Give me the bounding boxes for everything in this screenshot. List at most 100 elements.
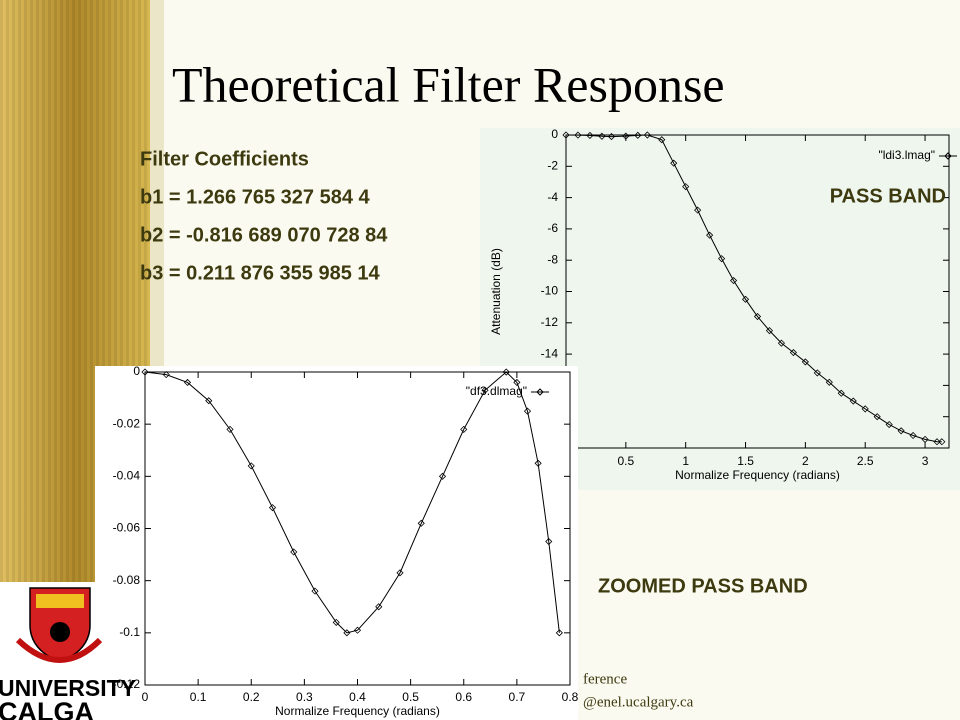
legend-marker (536, 388, 544, 396)
coefficient: b1 = 1.266 765 327 584 4 (140, 186, 371, 208)
data-point (205, 397, 213, 405)
data-point (607, 132, 616, 141)
data-point (247, 462, 255, 470)
data-point (765, 327, 774, 335)
data-point (460, 425, 468, 433)
data-point (562, 131, 570, 139)
y-tick-label: -0.12 (113, 677, 141, 691)
data-point (801, 358, 809, 366)
data-point (741, 295, 750, 303)
data-point (670, 159, 678, 167)
y-axis-label: Attenuation (dB) (489, 248, 503, 335)
x-tick-label: 2.5 (857, 454, 874, 468)
series-line (565, 134, 942, 443)
data-point (718, 255, 726, 263)
logo-emblem (50, 622, 70, 642)
data-point (682, 183, 690, 191)
data-point (545, 537, 553, 546)
data-point (332, 618, 340, 626)
logo-text: UNIVERSITY (0, 675, 136, 701)
y-tick-label: -4 (547, 190, 558, 204)
footer-text: ference (583, 671, 627, 687)
data-point (837, 389, 845, 397)
x-tick-label: 0.1 (190, 690, 207, 704)
data-point (162, 371, 170, 379)
logo-text: CALGA (0, 697, 94, 720)
chart: 0-0.02-0.04-0.06-0.08-0.1-0.120 0.1 0.2 0.3… (95, 364, 579, 720)
data-point (658, 136, 666, 144)
x-tick-label: 1.5 (737, 454, 754, 468)
legend-label: "ldi3.lmag" (878, 148, 935, 162)
data-point (141, 368, 149, 376)
series-line (144, 371, 560, 634)
data-point (706, 231, 714, 239)
x-tick-label: 0.5 (402, 690, 419, 704)
data-point (534, 459, 542, 467)
y-tick-label: 0 (551, 127, 558, 141)
data-point (897, 427, 905, 435)
y-tick-label: -2 (547, 158, 558, 172)
data-point (574, 131, 582, 139)
data-point (513, 378, 521, 386)
coefficient: b3 = 0.211 876 355 985 14 (140, 262, 381, 284)
charts: 0-2-4-6-8-10-12-14-16-18-2000.511.522.53… (95, 127, 960, 720)
logo-chief (36, 594, 84, 608)
data-point (849, 397, 857, 405)
x-tick-label: 3 (922, 454, 929, 468)
legend-marker (944, 152, 952, 160)
data-point (183, 378, 192, 386)
coefficient: b2 = -0.816 689 070 728 84 (140, 224, 388, 246)
footer-text: @enel.ucalgary.ca (583, 694, 694, 710)
x-tick-label: 0.6 (455, 690, 472, 704)
y-tick-label: -10 (541, 284, 559, 298)
data-point (598, 132, 606, 140)
data-point (502, 368, 510, 376)
data-point (873, 413, 881, 421)
plot-border (565, 134, 950, 449)
data-point (885, 420, 893, 429)
x-tick-label: 0.4 (349, 690, 366, 704)
y-tick-label: -0.02 (113, 416, 141, 430)
data-point (268, 504, 277, 512)
y-tick-label: -6 (547, 221, 558, 235)
data-point (909, 431, 917, 440)
legend-label: "df3.dlmag" (466, 384, 527, 398)
data-point (417, 519, 425, 527)
data-point (343, 629, 351, 637)
data-point (375, 603, 383, 611)
data-point (861, 405, 869, 413)
data-point (694, 206, 702, 214)
data-point (933, 438, 941, 446)
y-tick-label: -0.04 (113, 469, 141, 483)
data-point (938, 438, 946, 446)
data-point (353, 626, 362, 634)
data-point (777, 339, 786, 347)
x-tick-label: 0.8 (562, 690, 579, 704)
data-point (825, 378, 833, 386)
chart-background (95, 366, 578, 720)
y-tick-label: -8 (547, 252, 558, 266)
data-point (555, 629, 563, 637)
data-point (643, 131, 651, 139)
data-point (622, 132, 630, 140)
x-tick-label: 2 (802, 454, 809, 468)
x-tick-label: 0.7 (509, 690, 526, 704)
data-point (634, 131, 642, 139)
x-tick-label: 0.5 (618, 454, 635, 468)
plot-border (144, 371, 571, 686)
data-point (438, 472, 447, 480)
x-axis-label: Normalize Frequency (radians) (275, 704, 440, 718)
pass-band-label: PASS BAND (830, 185, 946, 207)
x-tick-label: 0.2 (243, 690, 260, 704)
data-point (481, 386, 489, 394)
data-point (586, 131, 594, 140)
slide-title: Theoretical Filter Response (172, 56, 725, 112)
data-point (753, 312, 762, 321)
logo-ribbon (15, 637, 103, 663)
data-point (921, 435, 929, 443)
data-point (729, 276, 738, 285)
data-point (813, 369, 821, 377)
data-point (290, 548, 298, 556)
y-tick-label: -0.06 (113, 521, 141, 535)
